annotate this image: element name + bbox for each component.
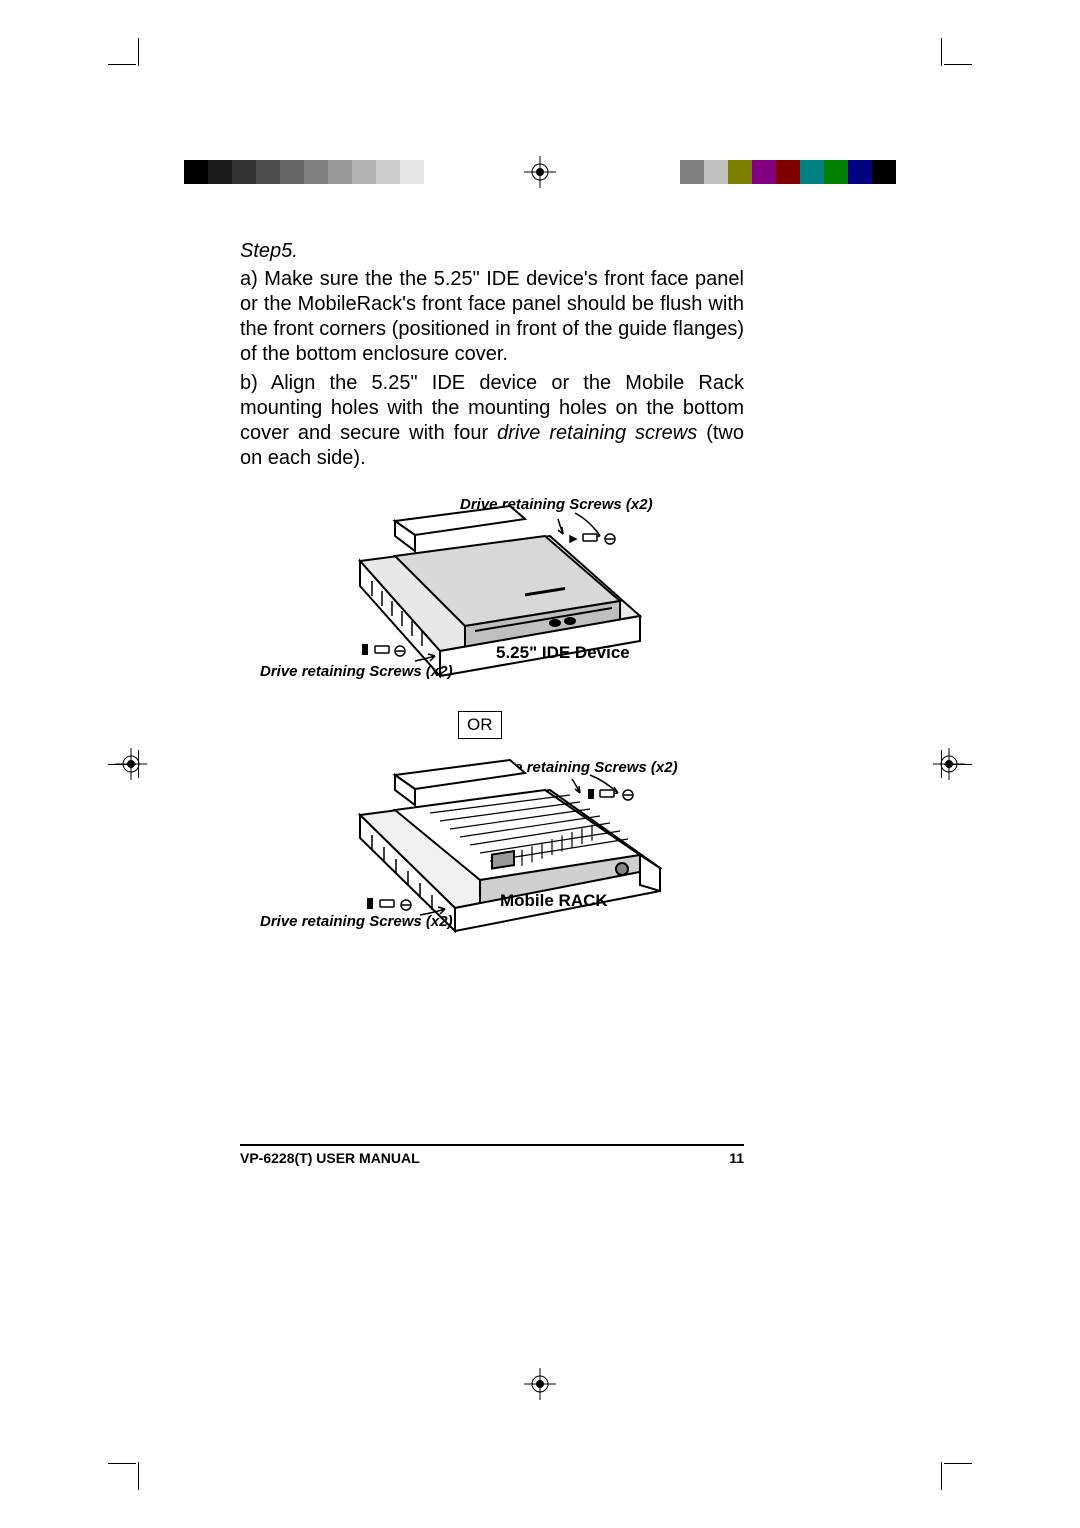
registration-mark-icon bbox=[524, 1368, 556, 1400]
print-color-bar bbox=[184, 160, 448, 184]
fig2-device-label: Mobile RACK bbox=[500, 891, 608, 911]
footer-page-number: 11 bbox=[729, 1150, 744, 1166]
registration-mark-icon bbox=[933, 748, 965, 780]
crop-mark bbox=[941, 1462, 942, 1490]
crop-mark bbox=[108, 1463, 136, 1464]
color-swatch bbox=[232, 160, 256, 184]
fig2-label-bottom: Drive retaining Screws (x2) bbox=[260, 913, 453, 930]
crop-mark bbox=[941, 38, 942, 66]
color-swatch bbox=[208, 160, 232, 184]
color-swatch bbox=[728, 160, 752, 184]
fig1-label-bottom: Drive retaining Screws (x2) bbox=[260, 663, 453, 680]
paragraph-b-italic: drive retaining screws bbox=[497, 422, 697, 444]
color-swatch bbox=[776, 160, 800, 184]
or-separator: OR bbox=[458, 711, 502, 739]
page-content: Step5. a) Make sure the the 5.25" IDE de… bbox=[240, 240, 744, 951]
paragraph-b: b) Align the 5.25" IDE device or the Mob… bbox=[240, 371, 744, 471]
registration-mark-icon bbox=[524, 156, 556, 188]
color-swatch bbox=[848, 160, 872, 184]
color-swatch bbox=[184, 160, 208, 184]
color-swatch bbox=[824, 160, 848, 184]
step-title: Step5. bbox=[240, 240, 744, 263]
crop-mark bbox=[108, 64, 136, 65]
color-swatch bbox=[704, 160, 728, 184]
crop-mark bbox=[138, 38, 139, 66]
color-swatch bbox=[656, 160, 680, 184]
color-swatch bbox=[328, 160, 352, 184]
color-swatch bbox=[752, 160, 776, 184]
crop-mark bbox=[944, 1463, 972, 1464]
footer-manual-title: VP-6228(T) USER MANUAL bbox=[240, 1150, 420, 1166]
footer-rule bbox=[240, 1144, 744, 1146]
color-swatch bbox=[400, 160, 424, 184]
crop-mark bbox=[944, 64, 972, 65]
color-swatch bbox=[376, 160, 400, 184]
color-swatch bbox=[304, 160, 328, 184]
color-swatch bbox=[256, 160, 280, 184]
registration-mark-icon bbox=[115, 748, 147, 780]
color-swatch bbox=[872, 160, 896, 184]
color-swatch bbox=[352, 160, 376, 184]
figure-area: Drive retaining Screws (x2) bbox=[240, 501, 744, 951]
paragraph-a: a) Make sure the the 5.25" IDE device's … bbox=[240, 267, 744, 367]
color-swatch bbox=[280, 160, 304, 184]
crop-mark bbox=[138, 1462, 139, 1490]
print-color-bar bbox=[656, 160, 896, 184]
color-swatch bbox=[424, 160, 448, 184]
fig1-device-label: 5.25" IDE Device bbox=[496, 643, 630, 663]
page-footer: VP-6228(T) USER MANUAL 11 bbox=[240, 1150, 744, 1166]
color-swatch bbox=[680, 160, 704, 184]
color-swatch bbox=[800, 160, 824, 184]
